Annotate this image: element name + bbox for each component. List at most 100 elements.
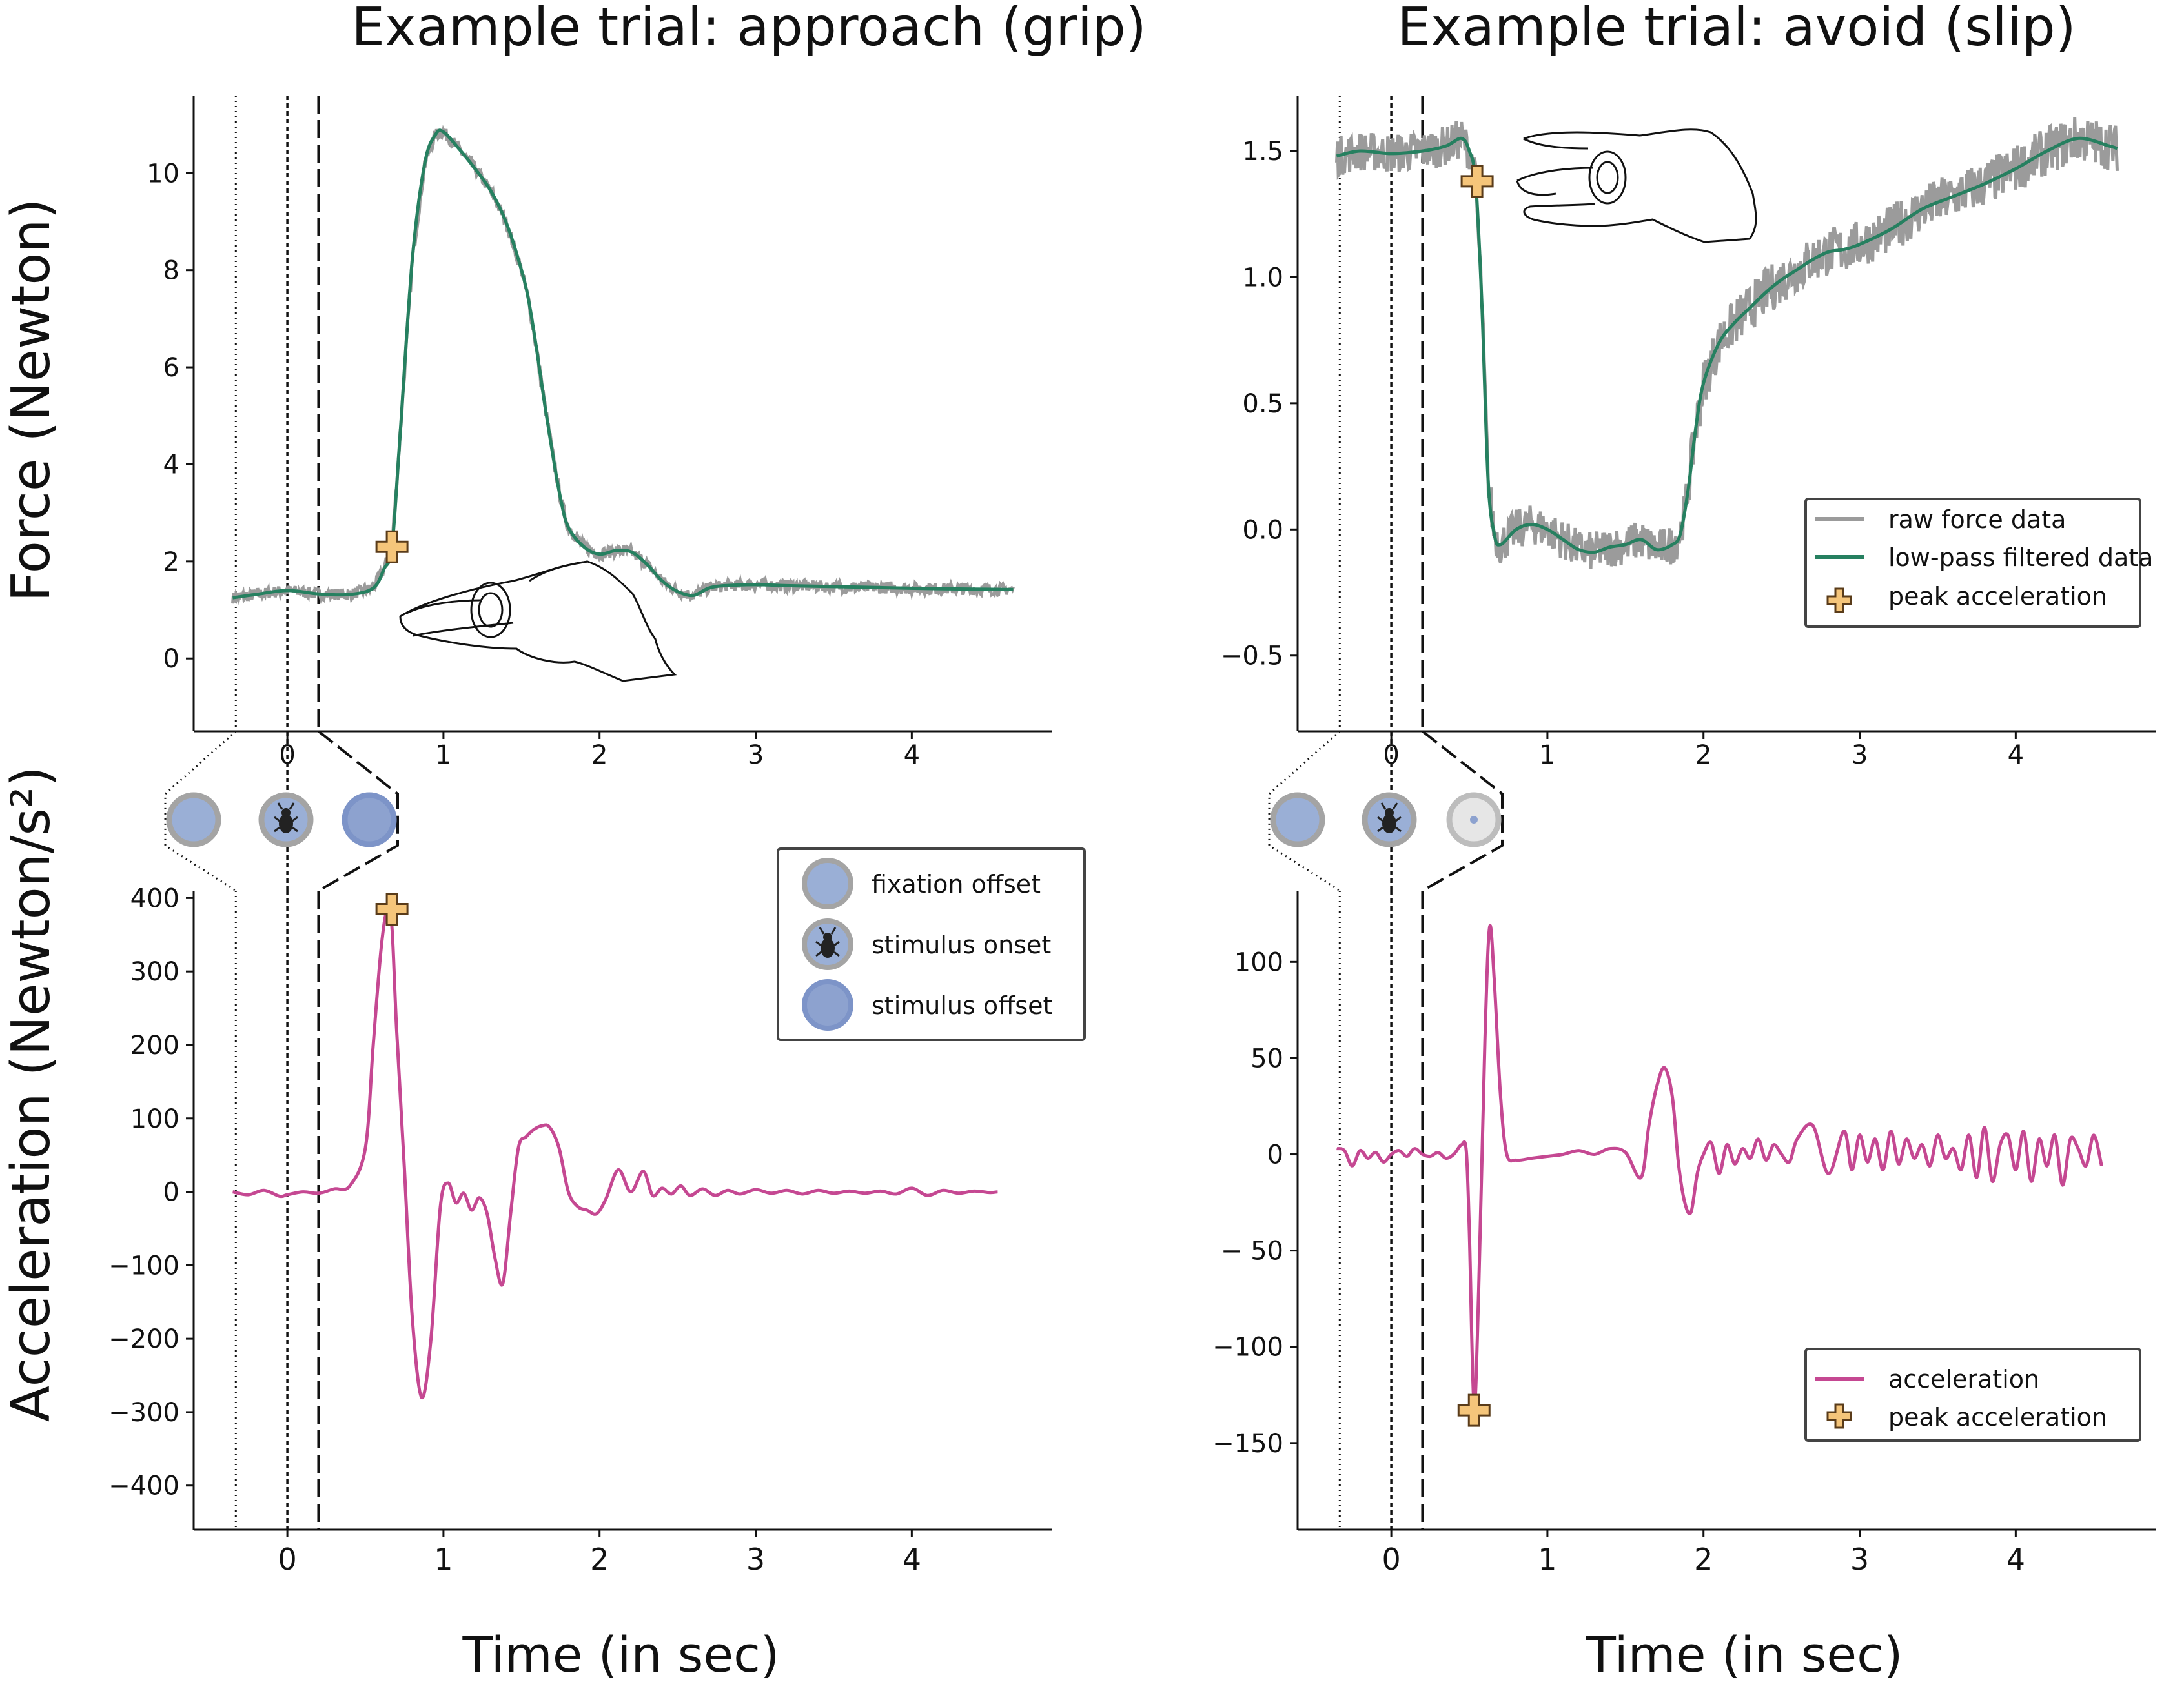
legend-peak-marker-icon [1826, 587, 1852, 613]
y-tick-label: 100 [1234, 947, 1283, 977]
legend-events: fixation offset stimulus onset stimulus … [777, 847, 1086, 1041]
peak-acceleration-marker [1457, 1393, 1491, 1427]
x-tick-label: 1 [434, 1542, 453, 1577]
legend-accel-label: acceleration [1888, 1365, 2039, 1393]
y-tick-label: 400 [130, 884, 179, 913]
beetle-head [281, 808, 291, 817]
beetle-body [1382, 814, 1396, 833]
raw-force-series [231, 125, 1015, 605]
y-tick-label: 0 [163, 644, 179, 674]
legend-accel-peak-marker-icon [1826, 1403, 1852, 1429]
x-tick-label: 0 [1382, 1542, 1400, 1577]
legend-filtered-label: low-pass filtered data [1888, 543, 2153, 572]
y-tick-label: 200 [130, 1031, 179, 1060]
y-tick-label: −200 [108, 1324, 179, 1354]
x-tick-label: 2 [590, 1542, 609, 1577]
legend-stimulus-onset-label: stimulus onset [872, 931, 1051, 959]
y-tick-label: − 50 [1221, 1237, 1283, 1266]
y-tick-label: 1.0 [1242, 263, 1283, 292]
y-tick-label: −150 [1212, 1429, 1283, 1459]
y-tick-label: 0 [163, 1178, 179, 1208]
peak-acceleration-marker [375, 892, 409, 926]
x-tick-label: 3 [1852, 740, 1868, 770]
y-tick-label: −300 [108, 1398, 179, 1428]
y-tick-label: 6 [163, 353, 179, 383]
x-tick-label: 4 [2006, 1542, 2025, 1577]
fixation-circle [166, 792, 221, 847]
x-tick-label: 2 [1694, 1542, 1713, 1577]
x-tick-label: 1 [1539, 740, 1555, 770]
offset-circle [342, 792, 397, 847]
plot-area [1335, 117, 2119, 569]
legend-force: raw force data low-pass filtered data pe… [1804, 498, 2153, 628]
title-avoid: Example trial: avoid (slip) [1397, 0, 2076, 58]
beetle-icon [1377, 802, 1402, 833]
y-tick-label: 4 [163, 450, 179, 480]
event-connector-stimulus-offset [318, 730, 399, 892]
legend-acceleration: acceleration peak acceleration [1804, 1348, 2141, 1442]
title-approach: Example trial: approach (grip) [351, 0, 1147, 58]
hand-slip-icon [1516, 128, 1757, 243]
x-tick-label: 1 [435, 740, 451, 770]
y-tick-label: 50 [1250, 1044, 1283, 1073]
y-tick-label: 8 [163, 256, 179, 286]
event-connector-stimulus-offset [1422, 730, 1504, 892]
beetle-icon [815, 927, 840, 958]
acceleration-series [232, 906, 998, 1399]
legend-raw-label: raw force data [1888, 505, 2066, 534]
x-tick-label: 4 [904, 740, 920, 770]
x-tick-label: 2 [591, 740, 607, 770]
x-tick-label: 4 [903, 1542, 921, 1577]
fixation-circle [1270, 792, 1325, 847]
hand-grip-icon [399, 560, 677, 682]
y-tick-label: −0.5 [1221, 642, 1283, 671]
acceleration-series [1336, 924, 2103, 1408]
y-tick-label: 100 [130, 1104, 179, 1134]
x-tick-label: 1 [1538, 1542, 1556, 1577]
filtered-force-series [1336, 136, 2118, 554]
fixation-dot [1470, 816, 1478, 824]
x-tick-label: 3 [746, 1542, 765, 1577]
y-tick-label: 0.5 [1242, 389, 1283, 419]
y-tick-label: 2 [163, 547, 179, 577]
y-tick-label: 10 [147, 159, 179, 188]
beetle-legs [274, 802, 298, 833]
legend-accel-peak-label: peak acceleration [1888, 1403, 2107, 1432]
event-connector-fixation-offset [164, 730, 237, 892]
peak-acceleration-marker [1460, 165, 1494, 198]
legend-peak-label: peak acceleration [1888, 582, 2107, 611]
y-tick-label: −400 [108, 1472, 179, 1501]
x-tick-label: 4 [2008, 740, 2024, 770]
legend-fixation-label: fixation offset [872, 870, 1041, 898]
plot-area [1336, 924, 2103, 1408]
beetle-legs [1377, 802, 1402, 833]
legend-stimulus-offset-label: stimulus offset [872, 991, 1052, 1020]
x-tick-label: 0 [278, 1542, 296, 1577]
peak-acceleration-marker [375, 530, 409, 563]
panel-avoid-acceleration: 0 1 2 3 4 −150 −100 − 50 0 50 100 [1212, 891, 2156, 1577]
legend-fixation-circle [802, 858, 853, 909]
panel-avoid-force: 0 1 2 3 4−0.50.00.51.01.5 [1221, 96, 2156, 770]
panel-approach-acceleration: 0 1 2 3 4 −400 −300 −200 −100 0 100 200 300 400 [108, 884, 1052, 1577]
y-tick-label: 1.5 [1242, 137, 1283, 167]
filtered-force-series [232, 128, 1014, 600]
y-tick-label: 0.0 [1242, 515, 1283, 545]
ylabel-force: Force (Newton) [1, 198, 62, 602]
legend-offset-circle [802, 979, 853, 1031]
x-tick-label: 3 [1850, 1542, 1869, 1577]
y-tick-label: −100 [1212, 1333, 1283, 1363]
beetle-body [279, 814, 293, 833]
plot-area [231, 125, 1015, 605]
event-connectors [164, 730, 1504, 892]
beetle-head [1385, 808, 1394, 817]
xlabel-approach: Time (in sec) [462, 1626, 779, 1682]
x-tick-label: 3 [748, 740, 764, 770]
y-tick-label: −100 [108, 1251, 179, 1281]
y-tick-label: 300 [130, 957, 179, 987]
y-tick-label: 0 [1267, 1140, 1283, 1170]
event-connector-fixation-offset [1268, 730, 1341, 892]
plot-area [232, 906, 998, 1399]
xlabel-avoid: Time (in sec) [1585, 1626, 1903, 1682]
